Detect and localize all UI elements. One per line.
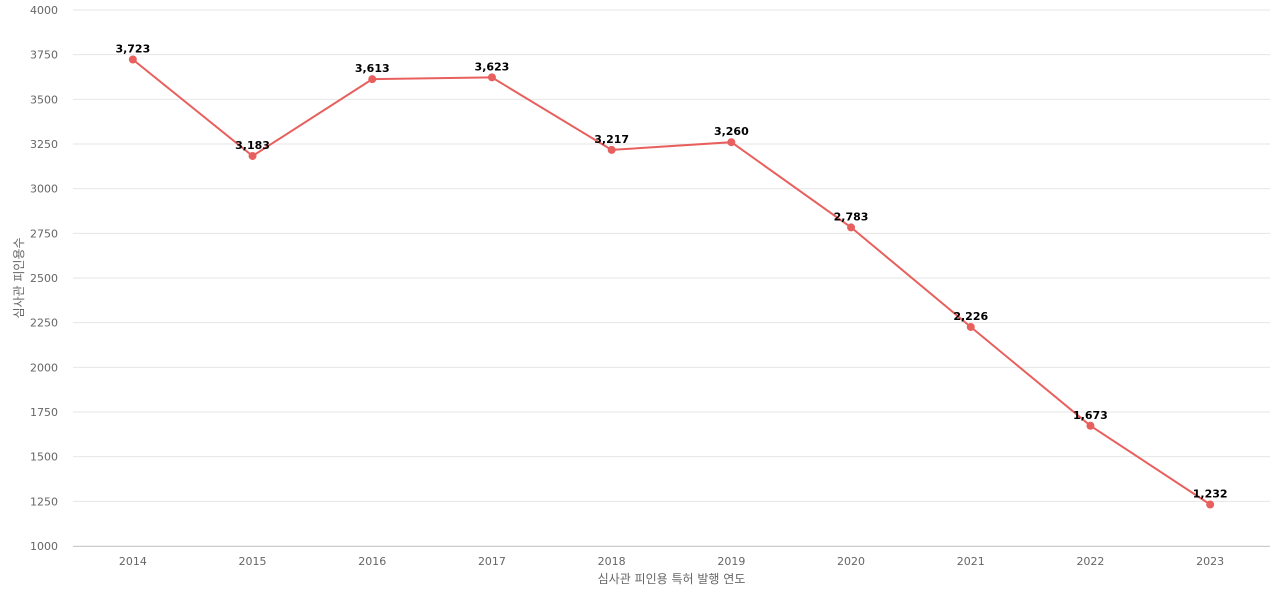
data-point[interactable]: [727, 138, 736, 147]
x-tick-label: 2019: [717, 555, 745, 568]
data-label: 3,613: [355, 62, 390, 75]
data-point[interactable]: [1086, 421, 1095, 430]
data-point[interactable]: [487, 73, 496, 82]
data-label: 2,783: [834, 210, 869, 223]
x-tick-label: 2023: [1196, 555, 1224, 568]
data-point[interactable]: [128, 55, 137, 64]
x-tick-label: 2014: [119, 555, 147, 568]
y-axis-title: 심사관 피인용수: [12, 237, 26, 318]
y-axis-ticks: 1000 1250 1500 1750 2000 2250 2500 2750 3000 3250…: [30, 4, 58, 553]
data-label: 3,623: [475, 60, 510, 73]
data-point[interactable]: [1206, 500, 1215, 509]
series-line: [132, 58, 1211, 506]
y-tick-label: 3000: [30, 183, 58, 196]
x-tick-label: 2022: [1076, 555, 1104, 568]
data-point[interactable]: [966, 322, 975, 331]
y-tick-label: 2250: [30, 317, 58, 330]
y-tick-label: 1000: [30, 540, 58, 553]
x-axis-title: 심사관 피인용 특허 발행 연도: [598, 571, 746, 586]
data-label: 3,183: [235, 139, 270, 152]
x-tick-label: 2017: [478, 555, 506, 568]
y-tick-label: 4000: [30, 4, 58, 17]
y-tick-label: 3750: [30, 49, 58, 62]
x-tick-label: 2020: [837, 555, 865, 568]
data-point[interactable]: [368, 75, 377, 84]
data-point[interactable]: [248, 151, 257, 160]
data-point[interactable]: [607, 145, 616, 154]
data-label: 1,232: [1193, 488, 1228, 501]
y-tick-label: 2500: [30, 272, 58, 285]
y-tick-label: 1500: [30, 451, 58, 464]
x-tick-label: 2021: [957, 555, 985, 568]
y-tick-label: 1250: [30, 495, 58, 508]
y-tick-label: 3250: [30, 138, 58, 151]
x-tick-label: 2018: [598, 555, 626, 568]
data-label: 3,217: [594, 133, 629, 146]
y-tick-label: 1750: [30, 406, 58, 419]
data-point[interactable]: [847, 223, 856, 232]
x-tick-label: 2016: [358, 555, 386, 568]
data-labels: 3,723 3,183 3,613 3,623 3,217 3,260 2,783 2,226…: [115, 42, 1227, 500]
data-label: 3,260: [714, 125, 749, 138]
x-axis-ticks: 2014 2015 2016 2017 2018 2019 2020 2021 2022 2023: [119, 555, 1224, 568]
y-tick-label: 2000: [30, 361, 58, 374]
y-tick-label: 3500: [30, 93, 58, 106]
series-group: [128, 55, 1215, 509]
x-tick-label: 2015: [239, 555, 267, 568]
data-label: 1,673: [1073, 409, 1108, 422]
y-tick-label: 2750: [30, 227, 58, 240]
grid-lines: [73, 9, 1270, 547]
data-label: 3,723: [115, 42, 150, 55]
data-label: 2,226: [953, 310, 988, 323]
